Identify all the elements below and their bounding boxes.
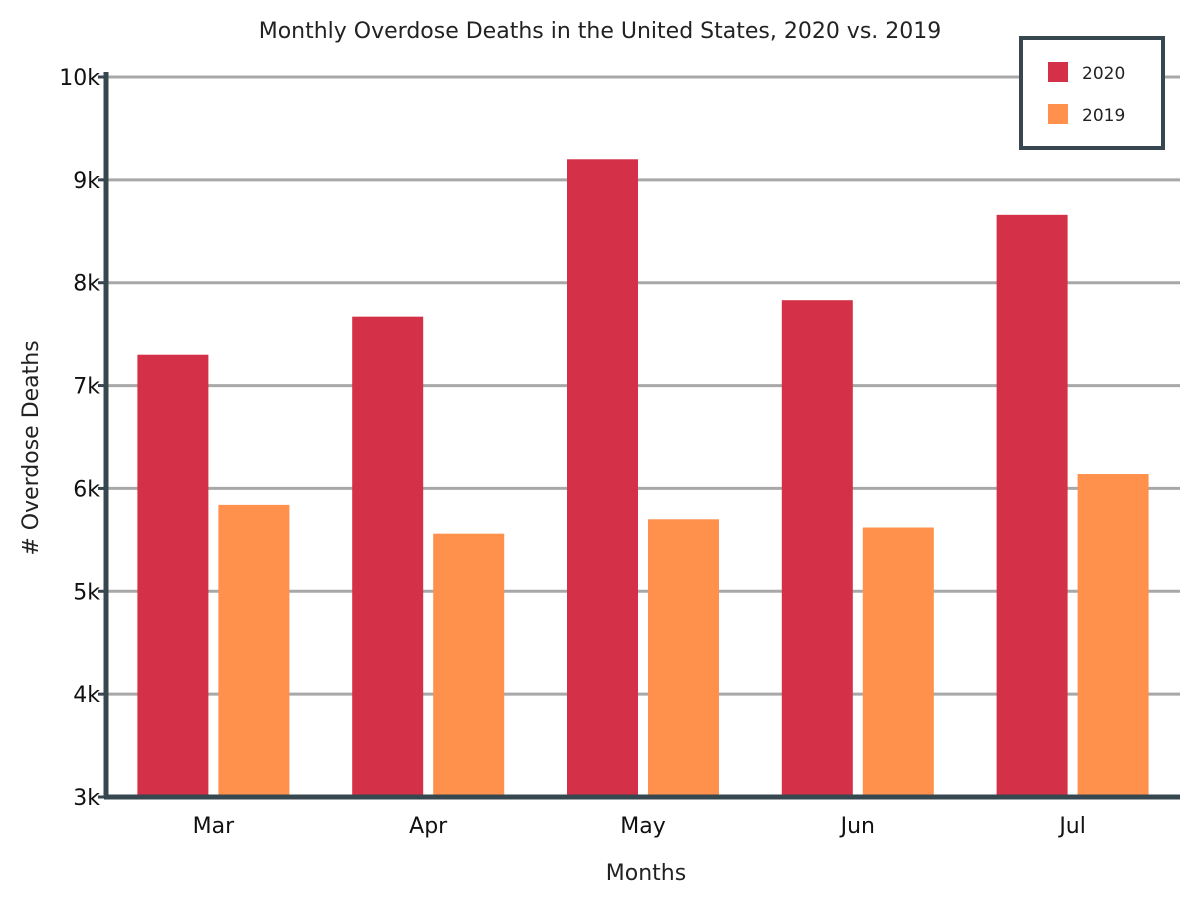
bar-2019-jul — [1077, 474, 1149, 797]
y-tick-label: 10k — [59, 66, 100, 91]
x-axis-label: Months — [606, 861, 686, 886]
x-tick-label: Apr — [409, 814, 448, 839]
legend-box — [1019, 36, 1165, 150]
y-tick-labels: 3k 4k 5k 6k 7k 8k 9k 10k — [59, 66, 106, 811]
bar-2019-mar — [218, 504, 290, 797]
y-axis-label: # Overdose Deaths — [19, 340, 44, 555]
bar-2020-jun — [781, 300, 853, 797]
y-tick-label: 7k — [73, 375, 100, 400]
y-tick-label: 5k — [73, 580, 100, 605]
bar-2020-apr — [352, 316, 424, 797]
x-tick-label: Mar — [193, 814, 235, 839]
bar-2020-jul — [996, 214, 1068, 798]
legend-swatch-2019 — [1048, 104, 1068, 124]
x-tick-label: Jun — [839, 814, 875, 839]
legend: 2020 2019 — [1019, 36, 1165, 150]
bar-2020-may — [567, 159, 638, 798]
x-tick-label: May — [620, 814, 665, 839]
bar-2019-may — [648, 519, 719, 797]
bar-2019-apr — [433, 533, 505, 797]
legend-swatch-2020 — [1048, 62, 1068, 82]
chart-title: Monthly Overdose Deaths in the United St… — [259, 19, 942, 44]
bar-2019-jun — [862, 527, 934, 797]
x-tick-labels: Mar Apr May Jun Jul — [193, 814, 1086, 839]
legend-label-2020: 2020 — [1082, 64, 1125, 84]
axes — [103, 72, 1180, 800]
legend-label-2019: 2019 — [1082, 106, 1125, 126]
y-tick-label: 6k — [73, 477, 100, 502]
y-tick-label: 3k — [73, 786, 100, 811]
y-tick-label: 9k — [73, 169, 100, 194]
y-tick-label: 8k — [73, 272, 100, 297]
x-tick-label: Jul — [1057, 814, 1086, 839]
bars — [137, 159, 1149, 798]
y-tick-label: 4k — [73, 683, 100, 708]
bar-2020-mar — [137, 354, 209, 797]
